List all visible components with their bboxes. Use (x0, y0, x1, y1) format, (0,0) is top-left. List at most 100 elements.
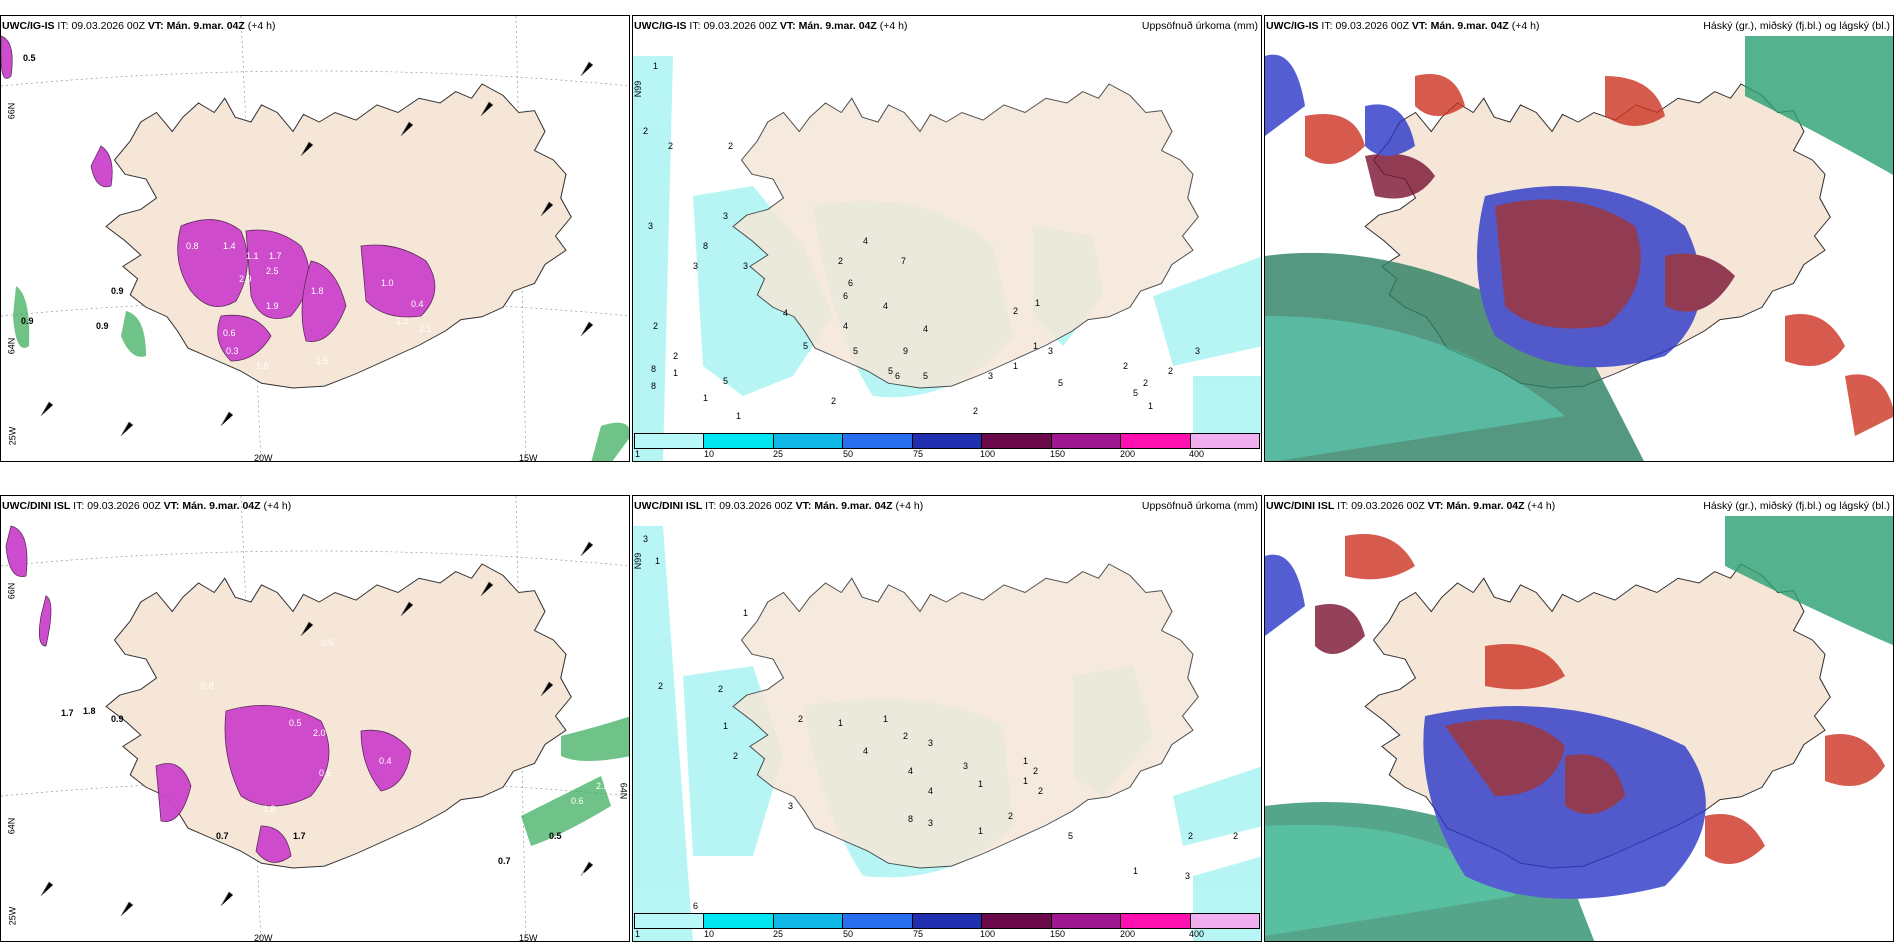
value-label: 2 (831, 396, 837, 406)
colorbar-swatch (635, 434, 705, 448)
value-label: 0.4 (573, 871, 586, 881)
value-label: 0.8 (201, 681, 214, 691)
value-label: 1 (703, 393, 709, 403)
vt-label: VT: (147, 20, 164, 32)
vt-label: VT: (1427, 500, 1444, 512)
lon-label-25w: 25W (7, 426, 18, 446)
value-label: 3 (723, 211, 729, 221)
value-label: 2 (733, 751, 739, 761)
model-name: UWC/DINI ISL (1266, 500, 1335, 512)
value-label: 1 (1013, 361, 1019, 371)
lat-label-66n: 66N (6, 582, 17, 600)
value-label: 1.7 (293, 831, 306, 841)
colorbar-tick: 10 (704, 449, 715, 459)
value-label: 1 (736, 411, 742, 421)
value-label: 4 (863, 746, 869, 756)
panel-right-title: Uppsöfnuð úrkoma (mm) (1141, 500, 1258, 512)
value-label: 6 (843, 291, 849, 301)
lat-label-64n-right: 64N (618, 782, 629, 800)
value-label: 4 (928, 786, 934, 796)
colorbar-ticks: 1 10 25 50 75 100 150 200 400 (634, 929, 1260, 941)
value-label: 0.5 (549, 831, 562, 841)
value-label: 3 (928, 738, 934, 748)
colorbar-tick: 1 (635, 449, 641, 459)
colorbar-swatch (982, 434, 1052, 448)
panel-clouds-dini: UWC/DINI ISL IT: 09.03.2026 00Z VT: Mán.… (1264, 495, 1894, 942)
value-label: 1 (1023, 756, 1029, 766)
value-label: 2 (668, 141, 674, 151)
value-label: 5 (1133, 388, 1139, 398)
value-label: 1 (978, 826, 984, 836)
value-label: 1 (838, 718, 844, 728)
value-label: 5 (803, 341, 809, 351)
colorbar-tick: 200 (1120, 449, 1136, 459)
value-label: 6 (693, 901, 699, 911)
it-value: 09.03.2026 00Z (71, 20, 145, 32)
value-label: 1.5 (316, 356, 329, 366)
value-label: 4 (843, 321, 849, 331)
value-label: 1 (1023, 776, 1029, 786)
lat-label-64n: 64N (6, 817, 17, 835)
value-label: 0.9 (111, 714, 124, 724)
it-label: IT: (73, 500, 85, 512)
value-label: 3 (693, 261, 699, 271)
value-label: 3 (963, 761, 969, 771)
lead-time: (+4 h) (895, 500, 924, 512)
value-label: 1 (978, 779, 984, 789)
value-label: 5 (888, 366, 894, 376)
value-label: 0.4 (379, 756, 392, 766)
value-label: 2 (728, 141, 734, 151)
colorbar-tick: 100 (980, 929, 996, 939)
value-label: 8 (651, 381, 657, 391)
value-label: 1.7 (61, 708, 74, 718)
vt-label: VT: (795, 500, 812, 512)
panel-right-title: Uppsöfnuð úrkoma (mm) (1141, 20, 1258, 32)
value-label: 1.6 (256, 361, 269, 371)
it-label: IT: (705, 500, 717, 512)
value-label: 0.6 (571, 796, 584, 806)
it-label: IT: (1321, 20, 1333, 32)
value-label: 2 (1033, 766, 1039, 776)
value-label: 1 (723, 721, 729, 731)
value-label: 4 (923, 324, 929, 334)
colorbar-swatch (982, 914, 1052, 928)
lat-label-64n: 64N (6, 337, 17, 355)
value-label: 5 (853, 346, 859, 356)
value-label: 2 (1013, 306, 1019, 316)
lon-label-25w: 25W (7, 906, 18, 926)
panel-clouds-igis: UWC/IG-IS IT: 09.03.2026 00Z VT: Mán. 9.… (1264, 15, 1894, 462)
value-label: 2 (658, 681, 664, 691)
colorbar-tick: 1 (635, 929, 641, 939)
value-label: 0.5 (23, 53, 36, 63)
value-label: 0.4 (566, 884, 579, 894)
vt-label: VT: (779, 20, 796, 32)
colorbar-swatch (1051, 434, 1122, 448)
value-label: 3 (643, 534, 649, 544)
value-label: 3 (928, 818, 934, 828)
colorbar-tick: 200 (1120, 929, 1136, 939)
map-canvas (633, 56, 1261, 461)
panel-header: UWC/IG-IS IT: 09.03.2026 00Z VT: Mán. 9.… (2, 20, 275, 32)
panel-wind-gust-dini: UWC/DINI ISL IT: 09.03.2026 00Z VT: Mán.… (0, 495, 630, 942)
value-label: 1 (1148, 401, 1154, 411)
value-label: 1 (655, 556, 661, 566)
colorbar-tick: 75 (913, 929, 924, 939)
lat-label-66n: 66N (632, 80, 643, 98)
value-label: 2 (798, 714, 804, 724)
vt-value: Mán. 9.mar. 04Z (182, 500, 261, 512)
map-canvas (1, 16, 629, 461)
value-label: 2 (838, 256, 844, 266)
lead-time: (+4 h) (263, 500, 292, 512)
lead-time: (+4 h) (1527, 500, 1556, 512)
colorbar-swatch (843, 434, 913, 448)
colorbar-tick: 150 (1050, 929, 1066, 939)
vt-value: Mán. 9.mar. 04Z (814, 500, 893, 512)
value-label: 5 (923, 371, 929, 381)
value-label: 1.1 (396, 316, 409, 326)
panel-header: UWC/IG-IS IT: 09.03.2026 00Z VT: Mán. 9.… (1266, 20, 1539, 32)
panel-precip-igis: UWC/IG-IS IT: 09.03.2026 00Z VT: Mán. 9.… (632, 15, 1262, 462)
colorbar-swatch (1051, 914, 1122, 928)
value-label: 1.9 (266, 301, 279, 311)
value-label: 0.9 (21, 316, 34, 326)
it-label: IT: (689, 20, 701, 32)
